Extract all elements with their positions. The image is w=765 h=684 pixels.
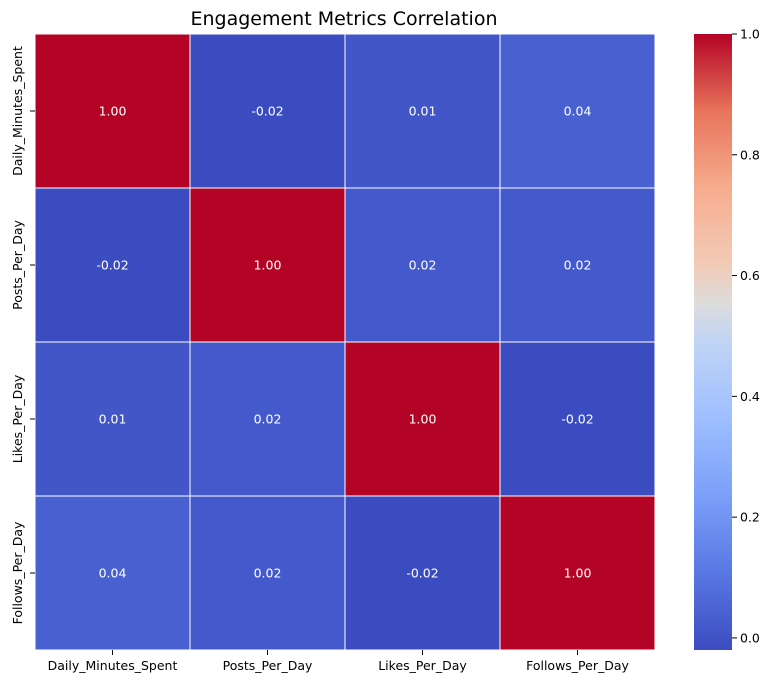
cell-value-label: 0.02 (254, 566, 282, 581)
heatmap-cell (344, 495, 501, 651)
y-tick-label: Likes_Per_Day (10, 374, 25, 463)
heatmap-cells: 1.00 -0.02 0.01 0.04 -0.02 1.00 0.02 0.02 0.01 0.… (34, 33, 656, 651)
colorbar: 0.0 0.2 0.4 0.6 0.8 1.0 (694, 27, 760, 650)
colorbar-tick-label: 0.4 (740, 389, 760, 404)
heatmap-cell (34, 187, 191, 343)
x-axis: Daily_Minutes_Spent Posts_Per_Day Likes_Pe… (48, 650, 630, 673)
cell-value-label: -0.02 (96, 258, 128, 273)
x-tick-label: Follows_Per_Day (526, 658, 629, 673)
cell-value-label: 1.00 (564, 566, 592, 581)
cell-value-label: -0.02 (251, 104, 283, 119)
cell-value-label: 1.00 (254, 258, 282, 273)
cell-value-label: 1.00 (99, 104, 127, 119)
heatmap-cell (499, 495, 656, 651)
heatmap-cell (499, 187, 656, 343)
x-tick-label: Daily_Minutes_Spent (48, 658, 178, 673)
colorbar-tick-label: 0.8 (740, 147, 760, 162)
heatmap-cell (344, 187, 501, 343)
cell-value-label: 0.02 (564, 258, 592, 273)
colorbar-tick-label: 0.6 (740, 268, 760, 283)
cell-value-label: 0.02 (409, 258, 437, 273)
colorbar-tick-label: 1.0 (740, 27, 760, 42)
y-tick-label: Follows_Per_Day (10, 521, 25, 624)
colorbar-gradient (694, 34, 732, 650)
colorbar-tick-label: 0.0 (740, 630, 760, 645)
cell-value-label: 0.04 (99, 566, 127, 581)
heatmap-cell (34, 33, 191, 189)
heatmap-cell (189, 187, 346, 343)
y-axis: Daily_Minutes_Spent Posts_Per_Day Likes_Pe… (10, 46, 35, 624)
chart-title: Engagement Metrics Correlation (190, 8, 497, 30)
heatmap-cell (34, 495, 191, 651)
heatmap-cell (189, 495, 346, 651)
y-tick-label: Posts_Per_Day (10, 220, 25, 310)
cell-value-label: -0.02 (406, 566, 438, 581)
heatmap-cell (189, 341, 346, 497)
cell-value-label: 0.01 (409, 104, 437, 119)
cell-value-label: 0.01 (99, 412, 127, 427)
y-tick-label: Daily_Minutes_Spent (10, 46, 25, 176)
cell-value-label: 0.04 (564, 104, 592, 119)
colorbar-tick-label: 0.2 (740, 510, 760, 525)
x-tick-label: Posts_Per_Day (223, 658, 313, 673)
cell-value-label: -0.02 (561, 412, 593, 427)
cell-value-label: 0.02 (254, 412, 282, 427)
cell-value-label: 1.00 (409, 412, 437, 427)
heatmap-cell (499, 341, 656, 497)
heatmap-cell (189, 33, 346, 189)
heatmap-cell (499, 33, 656, 189)
heatmap-cell (344, 33, 501, 189)
x-tick-label: Likes_Per_Day (378, 658, 467, 673)
